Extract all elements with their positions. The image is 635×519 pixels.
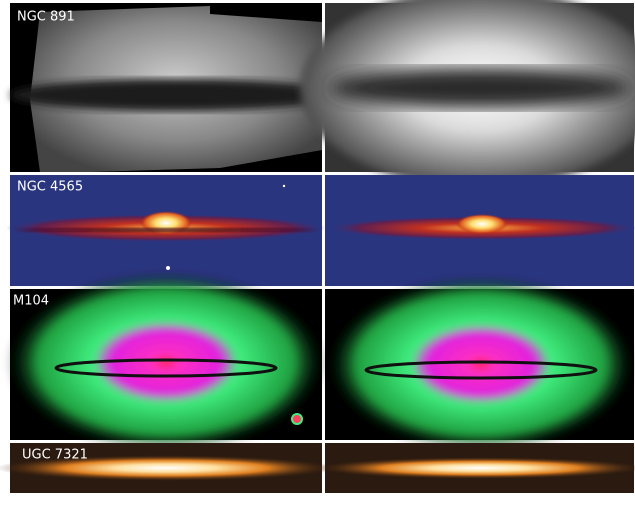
star xyxy=(292,414,302,424)
panel-label: NGC 891 xyxy=(17,10,75,25)
dust-lane xyxy=(330,68,630,108)
figure: NGC 891 NGC 4565 M104 UGC 7321 xyxy=(0,0,635,519)
dust-lane xyxy=(10,79,340,111)
panel-label: UGC 7321 xyxy=(22,448,88,463)
dust-lane xyxy=(16,228,316,232)
galaxy-image xyxy=(6,272,326,452)
star xyxy=(166,266,170,270)
panel-row: UGC 7321 xyxy=(0,443,635,493)
model-bulge xyxy=(456,214,508,234)
model-image xyxy=(315,457,635,479)
star xyxy=(283,185,285,187)
panel-label: M104 xyxy=(13,294,49,309)
model-image xyxy=(326,276,635,452)
panel-row: M104 xyxy=(6,272,635,452)
panel-row: NGC 4565 xyxy=(6,175,635,286)
panel-row: NGC 891 xyxy=(10,0,635,188)
panel-label: NGC 4565 xyxy=(17,180,83,195)
